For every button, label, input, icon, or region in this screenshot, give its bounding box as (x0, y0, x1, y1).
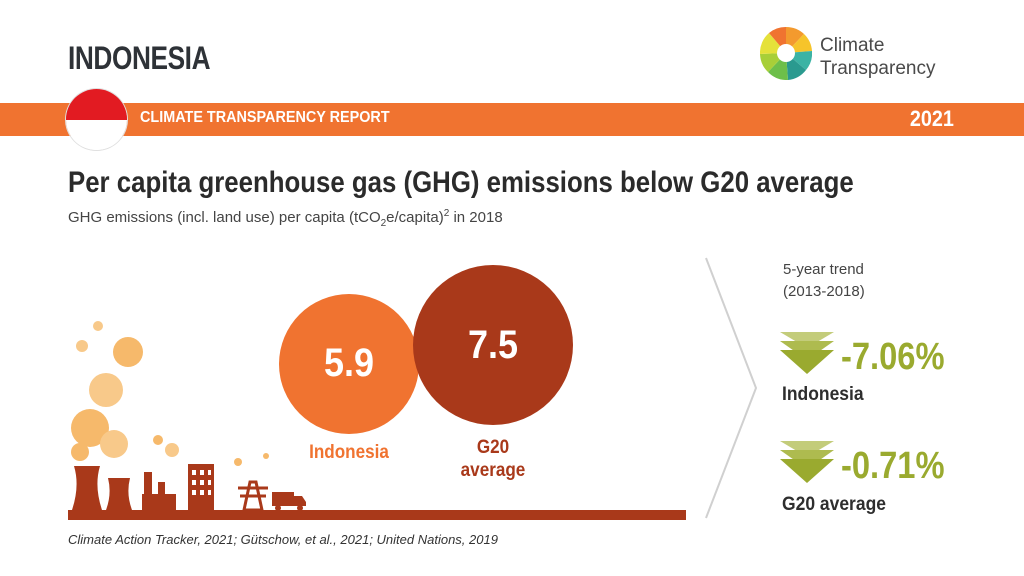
trend-heading: 5-year trend (2013-2018) (783, 259, 865, 303)
trend-down-arrow-icon (780, 441, 834, 483)
trend-down-arrow-icon (780, 332, 834, 374)
trend-heading-line-1: 5-year trend (783, 261, 864, 278)
brand-line-1: Climate (820, 35, 885, 56)
g20-label-line-1: G20 (476, 437, 510, 458)
chevron-divider-icon (705, 257, 758, 519)
emissions-bubbles (279, 265, 573, 434)
climate-transparency-logo-icon (760, 26, 812, 80)
country-title: INDONESIA (68, 40, 211, 76)
g20-bubble (413, 265, 573, 425)
indonesia-bubble (279, 294, 419, 434)
source-note: Climate Action Tracker, 2021; Gütschow, … (68, 532, 498, 547)
g20-label: G20 average (448, 436, 538, 482)
brand-line-2: Transparency (820, 58, 936, 79)
indonesia-flag-icon (66, 89, 127, 150)
page-subtitle: GHG emissions (incl. land use) per capit… (68, 208, 503, 229)
trend-label-indonesia: Indonesia (782, 384, 864, 405)
indonesia-value: 5.9 (323, 341, 375, 385)
indonesia-label: Indonesia (309, 442, 389, 463)
banner-year: 2021 (909, 106, 954, 131)
trend-value-indonesia: -7.06% (841, 336, 945, 378)
trend-heading-line-2: (2013-2018) (783, 283, 865, 300)
g20-label-line-2: average (460, 460, 526, 481)
report-banner (0, 103, 1024, 136)
brand-name: Climate Transparency (820, 34, 935, 80)
trend-label-g20: G20 average (782, 494, 886, 515)
g20-value: 7.5 (467, 323, 519, 367)
factory-illustration-icon (68, 321, 686, 520)
trend-value-g20: -0.71% (841, 445, 945, 487)
page-title: Per capita greenhouse gas (GHG) emission… (68, 166, 854, 199)
banner-label: CLIMATE TRANSPARENCY REPORT (140, 109, 390, 126)
